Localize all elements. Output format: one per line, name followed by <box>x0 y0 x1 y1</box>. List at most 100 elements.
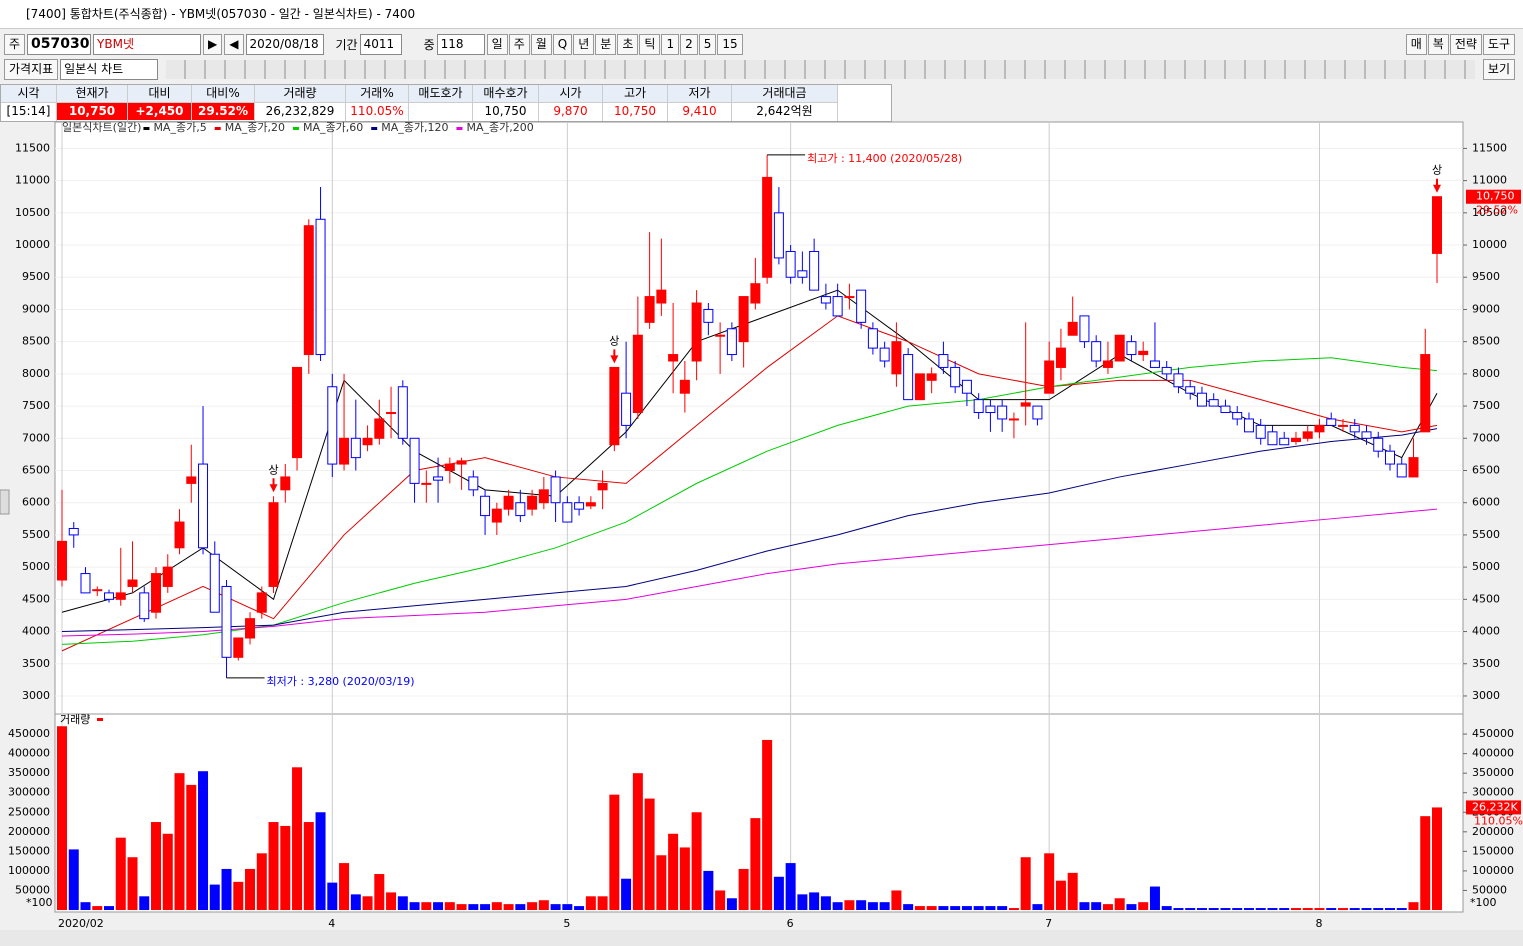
period-button[interactable]: Q <box>552 33 573 55</box>
candle-body <box>550 476 561 504</box>
tool-button[interactable]: 복 <box>1427 33 1449 55</box>
period-button[interactable]: 월 <box>530 33 552 55</box>
scrollbar[interactable] <box>0 930 1523 946</box>
volume-bar <box>1326 908 1337 910</box>
view-button[interactable]: 보기 <box>1482 58 1515 80</box>
name-input[interactable]: YBM넷 <box>93 33 202 55</box>
quote-value: 9,870 <box>553 104 588 118</box>
count-input[interactable]: 118 <box>436 33 485 55</box>
volume-bar <box>726 898 737 910</box>
period-button[interactable]: 년 <box>573 33 595 55</box>
period-button[interactable]: 틱 <box>639 33 661 55</box>
volume-tick-label: 150000 <box>8 844 50 857</box>
volume-bar <box>139 896 150 910</box>
candle-body <box>1008 418 1019 421</box>
volume-bar <box>938 906 949 910</box>
candle-body <box>1232 412 1243 420</box>
candle-body <box>444 463 455 472</box>
volume-bar <box>233 881 244 910</box>
volume-bar <box>891 890 902 910</box>
candle-body <box>268 502 279 587</box>
candle-body <box>397 386 408 439</box>
candle-body <box>186 476 197 484</box>
volume-bar <box>256 853 267 910</box>
x-tick-label: 5 <box>563 917 570 930</box>
y-tick-label-right: 9000 <box>1472 302 1500 315</box>
quote-header: 매도호가 <box>409 85 472 103</box>
date-input[interactable]: 2020/08/18 <box>245 33 324 55</box>
volume-tick-label: 400000 <box>8 747 50 760</box>
quote-column: 시가 9,870 <box>539 85 603 121</box>
quote-table: 시각 [15:14] 현재가 10,750 대비 +2,450 대비% 29.52% 거래량 26… <box>0 84 892 122</box>
volume-bar <box>1432 807 1442 910</box>
quote-value: 9,410 <box>682 104 717 118</box>
market-button[interactable]: 주 <box>4 33 26 55</box>
candle-body <box>68 527 79 536</box>
period-button[interactable]: 초 <box>617 33 639 55</box>
candle-body <box>691 302 702 362</box>
y-tick-label: 10500 <box>15 206 50 219</box>
volume-bar <box>1185 908 1196 910</box>
tool-button[interactable]: 도구 <box>1482 33 1515 55</box>
candle-body <box>856 289 867 323</box>
volume-tick-label-right: 150000 <box>1472 844 1514 857</box>
candle-body <box>632 334 643 414</box>
candle-body <box>621 392 632 426</box>
volume-bar <box>339 863 350 910</box>
volume-bar <box>656 855 667 910</box>
y-tick-label: 11000 <box>15 174 50 187</box>
last-price-box <box>1466 189 1521 204</box>
candle-body <box>879 347 890 362</box>
last-price: 10,750 <box>1476 190 1515 203</box>
period-button[interactable]: 15 <box>717 33 743 55</box>
quote-header: 거래대금 <box>732 85 837 103</box>
volume-bar <box>1420 816 1431 910</box>
chart-kind-select[interactable]: 일본식 차트 <box>60 58 159 80</box>
next-button[interactable]: ◀ <box>224 33 244 55</box>
candle-body <box>115 592 126 600</box>
last-volume-change: 110.05% <box>1474 814 1523 827</box>
signal-label: 상 <box>609 334 619 347</box>
side-toggle[interactable] <box>0 489 10 515</box>
volume-bar <box>903 904 914 910</box>
quote-column: 거래대금 2,642억원 <box>732 85 838 121</box>
candle-body <box>1173 373 1184 388</box>
candle-body <box>867 328 878 349</box>
y-tick-label: 10000 <box>15 238 50 251</box>
code-input[interactable]: 057030 <box>27 33 92 55</box>
unit-label: *100 <box>26 896 53 909</box>
candle-body <box>938 354 949 368</box>
volume-bar <box>1279 908 1290 910</box>
tool-button[interactable]: 매 <box>1405 33 1427 55</box>
tool-button[interactable]: 전략 <box>1449 33 1482 55</box>
prev-button[interactable]: ▶ <box>203 33 223 55</box>
candle-body <box>715 334 726 337</box>
volume-bar <box>1232 908 1243 910</box>
volume-legend: 거래량 <box>60 713 90 726</box>
volume-bar <box>491 902 502 910</box>
period-button[interactable]: 5 <box>698 33 717 55</box>
volume-bar <box>174 773 185 910</box>
legend-swatch <box>214 127 221 130</box>
volume-bar <box>1008 908 1019 910</box>
period-button[interactable]: 1 <box>661 33 680 55</box>
quote-value: +2,450 <box>128 103 191 120</box>
candle-body <box>57 540 67 581</box>
volume-tick-label: 200000 <box>8 825 50 838</box>
volume-bar <box>1302 908 1313 910</box>
candle-body <box>1361 431 1372 439</box>
indicator-button[interactable]: 가격지표 <box>4 58 59 80</box>
volume-bar <box>785 863 796 910</box>
moving-average <box>61 357 1438 645</box>
y-tick-label-right: 7500 <box>1472 399 1500 412</box>
period-button[interactable]: 일 <box>486 33 508 55</box>
volume-bar <box>1044 853 1055 910</box>
candle-body <box>750 283 761 304</box>
period-button[interactable]: 분 <box>595 33 617 55</box>
period-button[interactable]: 주 <box>508 33 530 55</box>
period-input[interactable]: 4011 <box>359 33 402 55</box>
volume-bar <box>809 892 820 910</box>
candle-body <box>104 592 115 600</box>
period-button[interactable]: 2 <box>680 33 698 55</box>
candle-body <box>1408 457 1419 478</box>
